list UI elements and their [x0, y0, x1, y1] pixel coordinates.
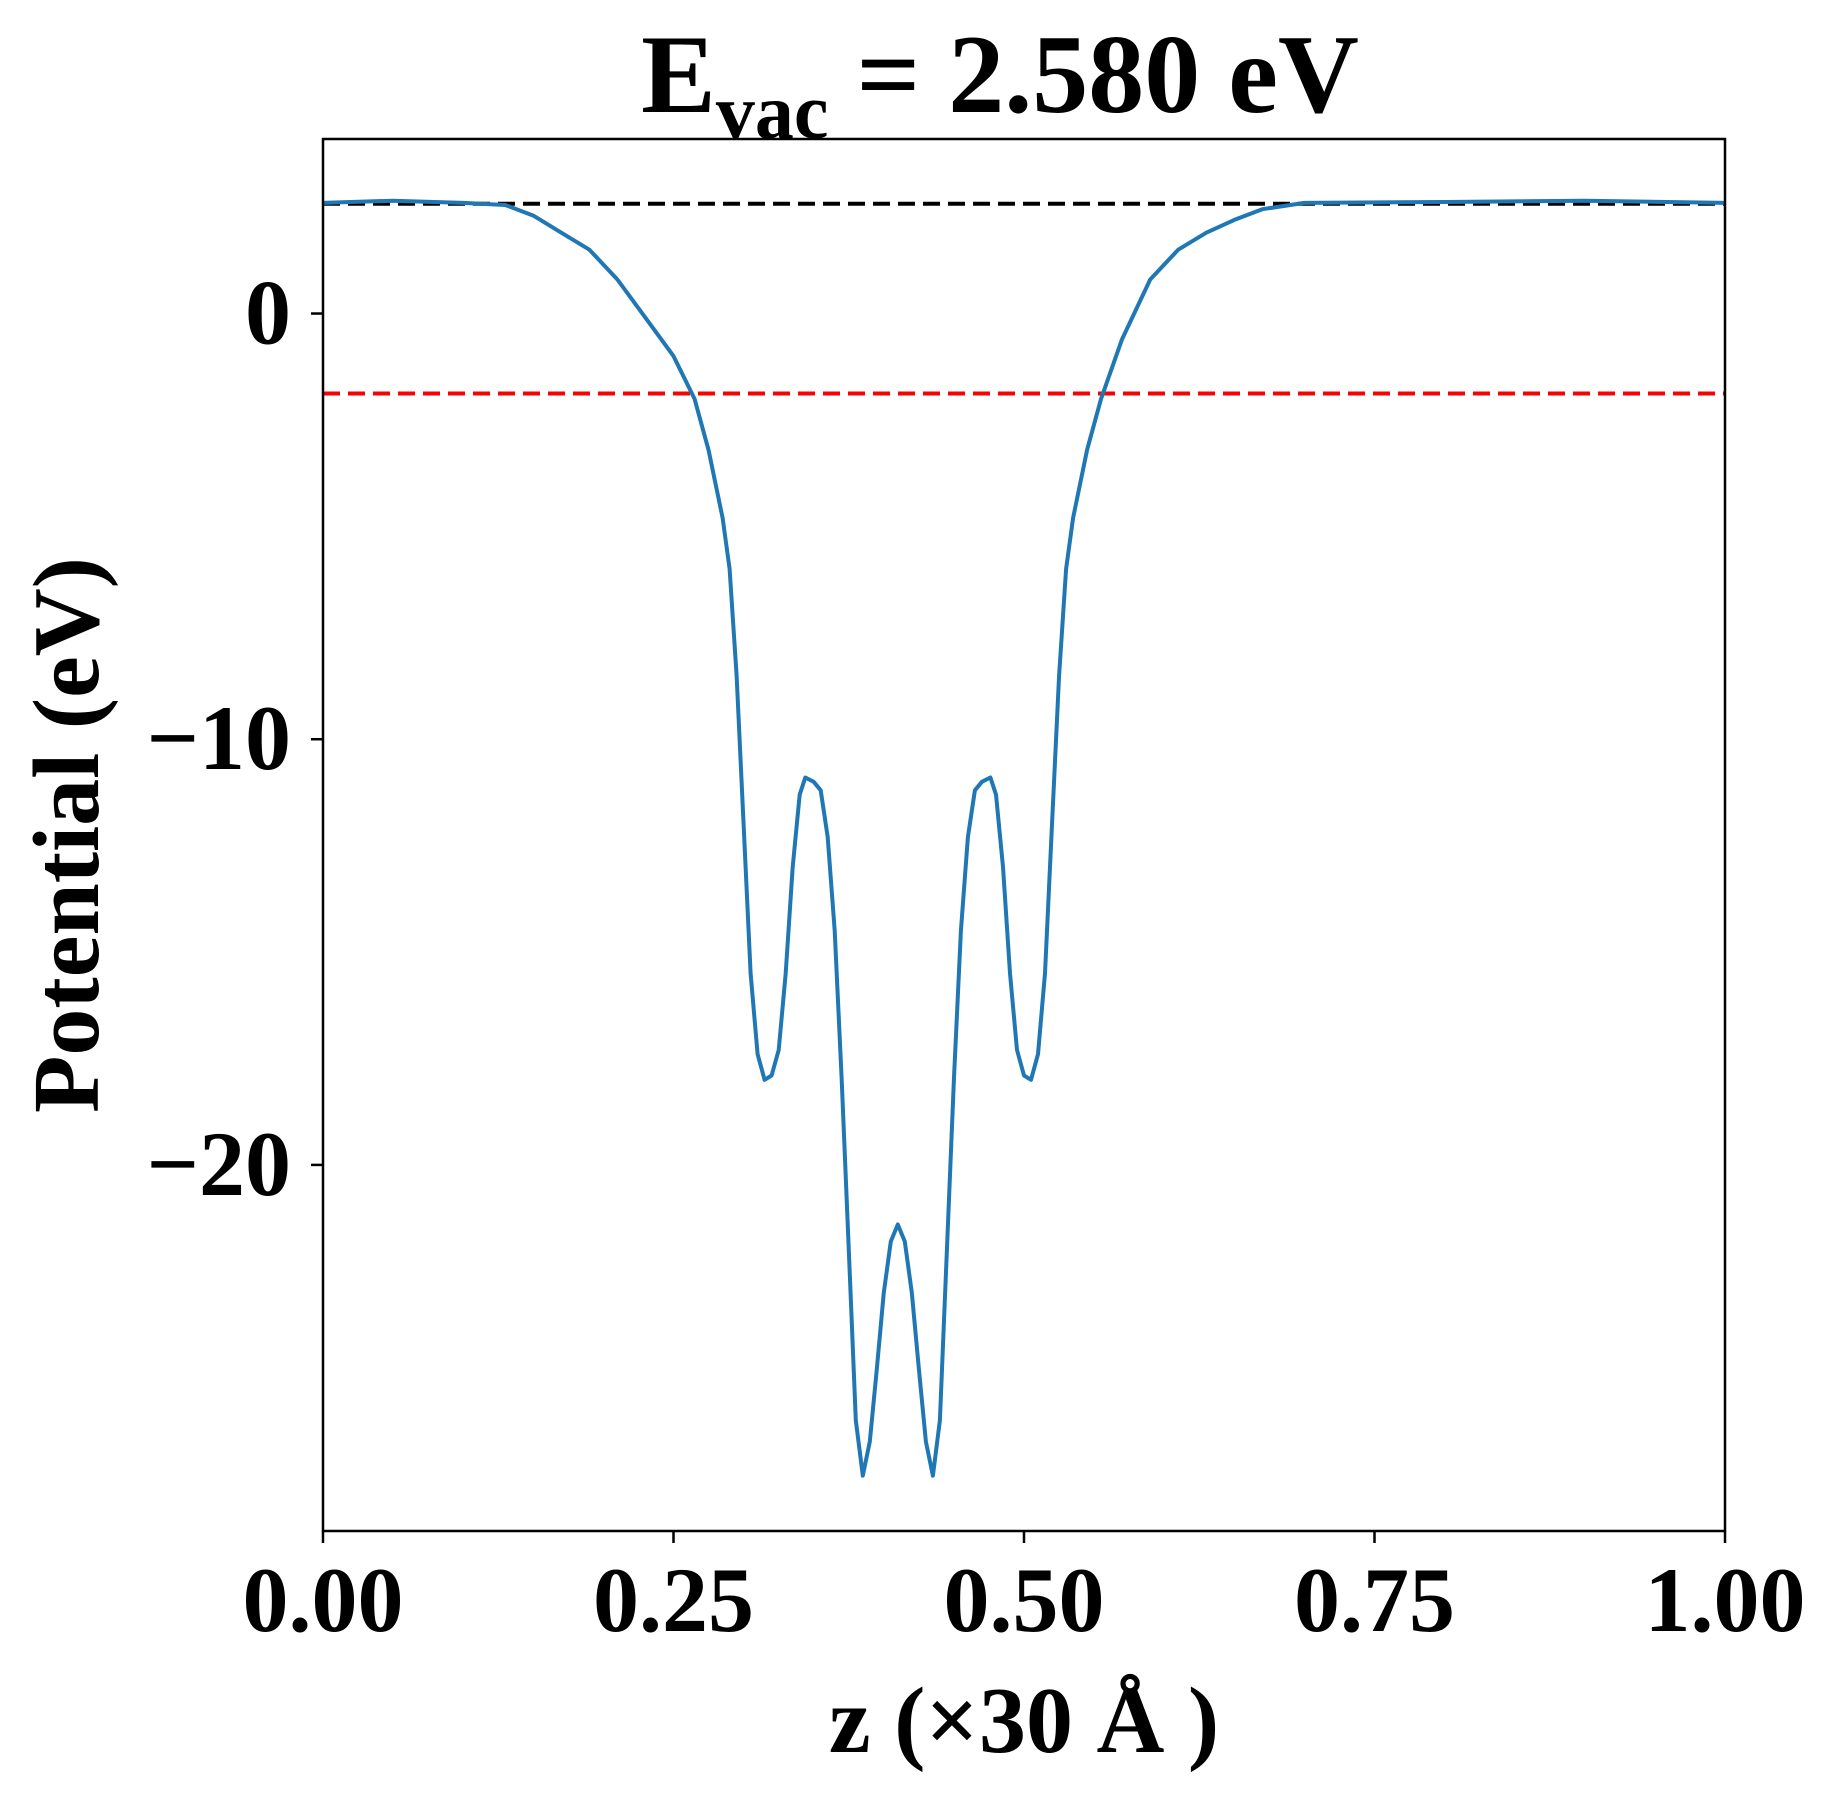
y-tick-label: 0 — [245, 262, 291, 364]
y-tick-label: −10 — [147, 687, 291, 789]
x-tick-label: 0.75 — [1294, 1549, 1455, 1651]
x-axis-label: z (×30 Å ) — [829, 1669, 1219, 1773]
y-tick-label: −20 — [147, 1113, 291, 1215]
y-axis: 0 −10 −20 — [147, 262, 323, 1215]
x-tick-label: 0.25 — [593, 1549, 754, 1651]
x-axis: 0.00 0.25 0.50 0.75 1.00 — [243, 1531, 1806, 1651]
plot-area — [322, 198, 1726, 1478]
chart-title: Evac = 2.580 eV — [641, 13, 1359, 155]
x-tick-label: 0.50 — [944, 1549, 1105, 1651]
axes-frame — [321, 137, 1727, 1533]
x-tick-label: 1.00 — [1645, 1549, 1806, 1651]
potential-series-line — [322, 198, 1726, 1478]
x-tick-label: 0.00 — [243, 1549, 404, 1651]
y-axis-label: Potential (eV) — [15, 557, 119, 1113]
